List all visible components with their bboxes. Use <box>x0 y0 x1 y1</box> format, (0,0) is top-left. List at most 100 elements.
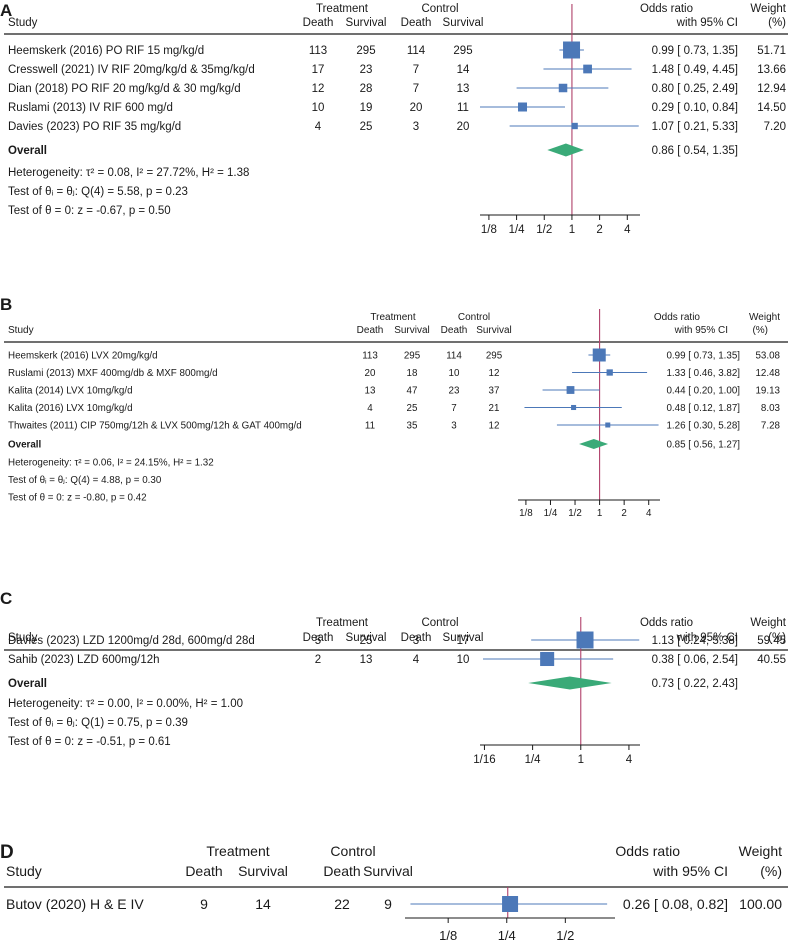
x-axis: 1/16 1/4 1 4 <box>473 744 640 766</box>
treatment-survival: 295 <box>404 351 421 362</box>
header-treatment-survival: Survival <box>394 325 430 336</box>
study-row: Davies (2023) PO RIF 35 mg/kg/d 4 25 3 20 1.0… <box>8 121 786 133</box>
control-survival: 9 <box>384 896 392 912</box>
panel-c: C Study Treatment Control Death Survival Death… <box>0 589 788 766</box>
tick-label: 1/4 <box>509 224 526 236</box>
header-treatment-death: Death <box>357 325 384 336</box>
header-weight: Weight <box>750 617 786 629</box>
study-box <box>563 41 581 59</box>
header-treatment-survival: Survival <box>346 17 387 29</box>
odds-ratio-ci: 1.48 [ 0.49, 4.45] <box>652 64 738 76</box>
weight-value: 59.45 <box>757 635 786 647</box>
control-death: 7 <box>451 403 456 414</box>
control-death: 20 <box>410 102 423 114</box>
header-control-death: Death <box>323 863 360 879</box>
study-row: Heemskerk (2016) LVX 20mg/kg/d 113 295 114 2… <box>8 348 781 362</box>
study-row: Ruslami (2013) IV RIF 600 mg/d 10 19 20 11 0.… <box>8 102 786 114</box>
panel-b: B Study Treatment Control Death Survival Death… <box>0 295 788 519</box>
control-death: 4 <box>413 654 420 666</box>
tick-label: 4 <box>626 754 633 766</box>
overall-label: Overall <box>8 145 47 157</box>
header-control: Control <box>421 617 458 629</box>
weight-value: 40.55 <box>757 654 786 666</box>
control-death: 22 <box>334 896 350 912</box>
weight-value: 14.50 <box>757 102 786 114</box>
control-survival: 12 <box>489 421 500 432</box>
study-label: Ruslami (2013) MXF 400mg/db & MXF 800mg/… <box>8 368 218 379</box>
study-label: Thwaites (2011) CIP 750mg/12h & LVX 500m… <box>8 421 302 432</box>
control-death: 3 <box>451 421 457 432</box>
study-label: Davies (2023) LZD 1200mg/d 28d, 600mg/d … <box>8 635 255 647</box>
header-treatment: Treatment <box>316 617 369 629</box>
header-treatment-death: Death <box>303 632 334 644</box>
treatment-death: 5 <box>315 635 321 647</box>
study-label: Sahib (2023) LZD 600mg/12h <box>8 654 160 666</box>
header-weight: Weight <box>749 312 780 323</box>
study-label: Heemskerk (2016) LVX 20mg/kg/d <box>8 351 158 362</box>
treatment-survival: 47 <box>407 386 418 397</box>
treatment-survival: 25 <box>360 121 373 133</box>
header-study: Study <box>6 863 42 879</box>
study-box <box>605 422 611 428</box>
control-death: 3 <box>413 121 419 133</box>
tick-label: 1/4 <box>544 508 558 519</box>
control-survival: 17 <box>457 635 470 647</box>
weight-value: 53.08 <box>755 351 780 362</box>
header-weight: Weight <box>750 3 786 15</box>
tick-label: 1 <box>569 224 575 236</box>
header-study: Study <box>8 632 38 644</box>
header-ci: with 95% CI <box>652 863 728 879</box>
header-treatment: Treatment <box>206 843 269 859</box>
header-treatment-survival: Survival <box>346 632 387 644</box>
control-survival: 10 <box>457 654 470 666</box>
control-death: 3 <box>413 635 419 647</box>
odds-ratio-ci: 0.48 [ 0.12, 1.87] <box>666 403 740 414</box>
treatment-survival: 295 <box>356 45 375 57</box>
header-ci: with 95% CI <box>674 325 728 336</box>
treatment-survival: 25 <box>407 403 418 414</box>
header-control: Control <box>330 843 375 859</box>
study-row: Heemskerk (2016) PO RIF 15 mg/kg/d 113 295… <box>8 41 786 59</box>
study-row: Thwaites (2011) CIP 750mg/12h & LVX 500m… <box>8 421 781 432</box>
weight-value: 19.13 <box>755 386 780 397</box>
treatment-survival: 19 <box>360 102 373 114</box>
panel-letter: C <box>0 589 12 608</box>
header-control-survival: Survival <box>443 632 484 644</box>
header-control-survival: Survival <box>363 863 413 879</box>
tick-label: 1/2 <box>536 224 552 236</box>
tick-label: 1/4 <box>498 928 516 943</box>
weight-value: 7.28 <box>761 421 781 432</box>
header-treatment-death: Death <box>303 17 334 29</box>
control-survival: 13 <box>457 83 470 95</box>
study-row: Dian (2018) PO RIF 20 mg/kg/d & 30 mg/kg… <box>8 83 787 95</box>
treatment-death: 4 <box>367 403 373 414</box>
study-label: Davies (2023) PO RIF 35 mg/kg/d <box>8 121 181 133</box>
control-survival: 12 <box>489 368 500 379</box>
header-control-death: Death <box>441 325 468 336</box>
control-survival: 295 <box>486 351 503 362</box>
control-death: 7 <box>413 83 419 95</box>
study-box <box>540 651 555 667</box>
header-ci: with 95% CI <box>676 17 738 29</box>
study-row: Kalita (2016) LVX 10mg/kg/d 4 25 7 21 0.48 [ … <box>8 403 781 414</box>
overall-odds-ratio-ci: 0.86 [ 0.54, 1.35] <box>652 145 738 157</box>
tick-label: 1/4 <box>525 754 542 766</box>
overall-odds-ratio-ci: 0.73 [ 0.22, 2.43] <box>652 678 738 690</box>
header-weight: Weight <box>739 843 782 859</box>
overall-row: Overall 0.73 [ 0.22, 2.43] <box>8 676 738 690</box>
tick-label: 1/2 <box>568 508 582 519</box>
stat-line: Heterogeneity: τ² = 0.06, I² = 24.15%, H… <box>8 458 214 469</box>
treatment-death: 113 <box>362 351 378 362</box>
control-death: 10 <box>449 368 460 379</box>
header-treatment-death: Death <box>185 863 222 879</box>
study-box <box>502 896 519 912</box>
treatment-death: 113 <box>309 45 327 57</box>
study-row: Ruslami (2013) MXF 400mg/db & MXF 800mg/… <box>8 368 781 379</box>
tick-label: 1/2 <box>556 928 574 943</box>
stat-line: Test of θ = 0: z = -0.51, p = 0.61 <box>8 736 171 748</box>
treatment-death: 9 <box>200 896 208 912</box>
study-label: Heemskerk (2016) PO RIF 15 mg/kg/d <box>8 45 204 57</box>
weight-value: 7.20 <box>764 121 786 133</box>
